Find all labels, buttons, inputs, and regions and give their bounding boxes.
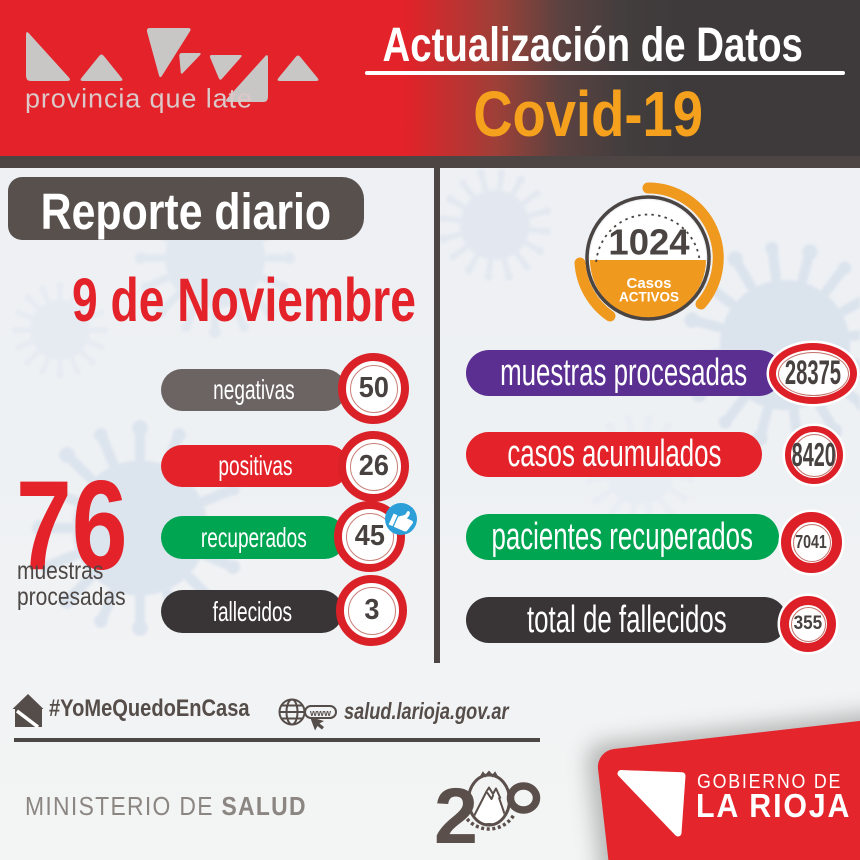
- svg-text:ACTIVOS: ACTIVOS: [619, 290, 679, 305]
- svg-text:Casos: Casos: [626, 275, 671, 292]
- svg-text:provincia que late: provincia que late: [25, 84, 253, 114]
- svg-text:1024: 1024: [608, 222, 690, 263]
- svg-text:www: www: [309, 708, 332, 718]
